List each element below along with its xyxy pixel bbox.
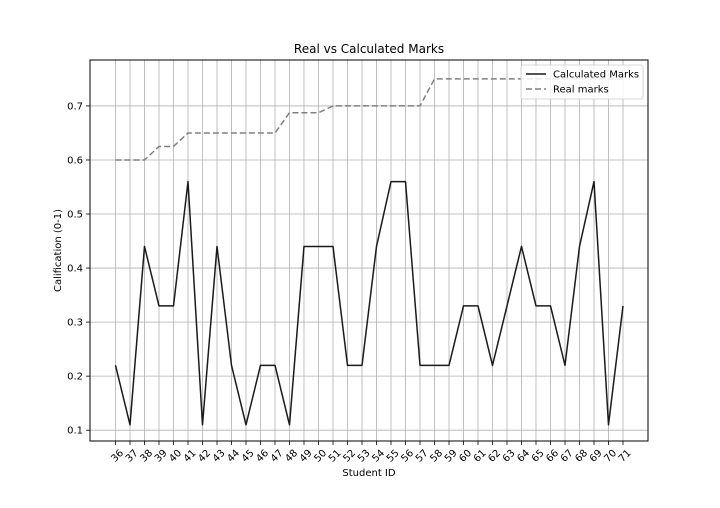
y-tick-label: 0.2: [67, 372, 83, 383]
y-tick-label: 0.7: [67, 101, 83, 112]
series-layer: [114, 78, 624, 426]
x-axis-label: Student ID: [342, 468, 395, 479]
y-tick-label: 0.5: [67, 210, 83, 221]
legend-label: Calculated Marks: [553, 70, 639, 81]
chart-title: Real vs Calculated Marks: [294, 42, 444, 56]
series-line-calculated-marks: [114, 180, 624, 426]
plot-frame: [89, 59, 649, 442]
legend-label: Real marks: [553, 85, 609, 96]
y-tick-label: 0.3: [67, 318, 83, 329]
y-tick-label: 0.6: [67, 155, 83, 166]
axis-ticks: 0.10.20.30.40.50.60.73637383940414243444…: [67, 101, 634, 464]
x-tick-label: 71: [617, 448, 634, 465]
y-axis-label: Calification (0-1): [53, 209, 64, 292]
grid-lines: [90, 60, 648, 441]
y-tick-label: 0.4: [67, 264, 83, 275]
legend-box: [520, 64, 644, 100]
y-tick-label: 0.1: [67, 426, 83, 437]
legend: Calculated Marks Real marks: [520, 64, 644, 100]
